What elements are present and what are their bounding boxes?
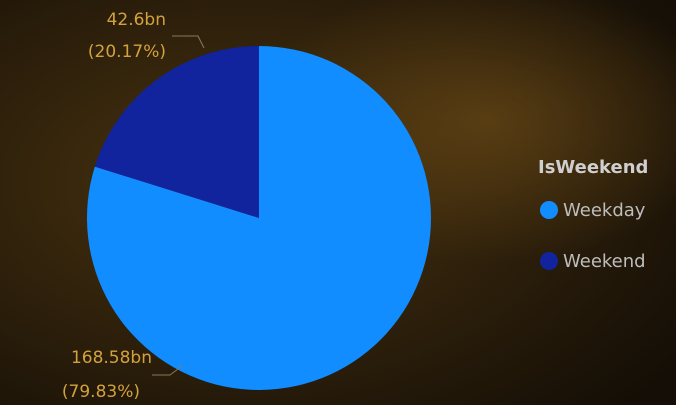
leader-line xyxy=(172,35,205,49)
pie-slice xyxy=(94,46,259,218)
legend-marker xyxy=(540,252,558,270)
legend-title: IsWeekend xyxy=(538,157,648,178)
pie: 168.58bn (79.83%) 42.6bn (20.17%) xyxy=(62,10,432,402)
data-label-percent: (79.83%) xyxy=(62,382,140,402)
legend-label: Weekday xyxy=(563,200,646,221)
legend-marker xyxy=(540,201,558,219)
leader-line xyxy=(152,365,183,376)
data-label-percent: (20.17%) xyxy=(88,42,166,62)
legend-label: Weekend xyxy=(563,251,646,272)
data-label: 42.6bn xyxy=(107,10,166,30)
data-label: 168.58bn xyxy=(71,348,152,368)
